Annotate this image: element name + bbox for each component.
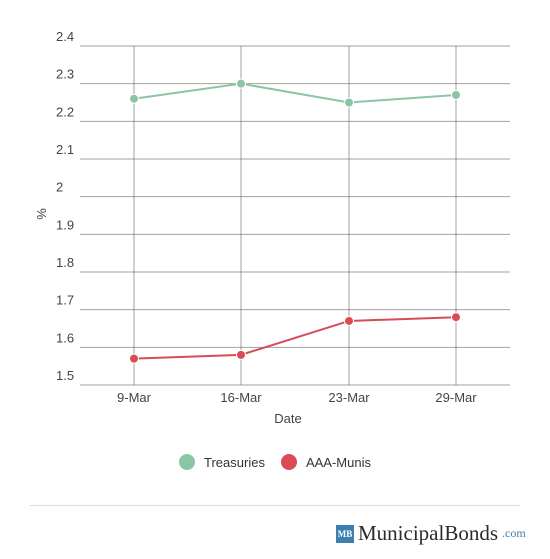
series-line-aaa-munis <box>133 316 457 360</box>
y-tick-label: 2.4 <box>56 29 74 44</box>
y-tick-label: 1.8 <box>56 255 74 270</box>
footer-divider <box>30 505 520 506</box>
x-tick-label: 16-Mar <box>220 390 262 405</box>
data-point-treasuries[interactable] <box>451 89 461 100</box>
data-point-treasuries[interactable] <box>129 93 139 104</box>
legend-swatch-treasuries <box>179 454 196 470</box>
data-point-aaa-munis[interactable] <box>236 349 246 360</box>
legend-item-aaa-munis[interactable]: AAA-Munis <box>280 454 371 470</box>
y-tick-label: 1.6 <box>56 330 74 345</box>
y-tick-label: 1.7 <box>56 293 74 308</box>
brand-mb-icon: MB <box>336 524 354 543</box>
legend-label-aaa-munis: AAA-Munis <box>305 454 371 470</box>
legend-item-treasuries[interactable]: Treasuries <box>179 454 265 470</box>
y-tick-label: 2.2 <box>56 104 74 119</box>
y-tick-label: 1.5 <box>56 368 74 383</box>
y-tick-label: 2 <box>56 180 63 195</box>
data-point-aaa-munis[interactable] <box>451 312 461 323</box>
y-tick-label: 2.3 <box>56 67 74 82</box>
series-layer <box>129 78 461 364</box>
data-point-aaa-munis[interactable] <box>129 353 139 364</box>
y-tick-label: 1.9 <box>56 217 74 232</box>
brand-name: MunicipalBonds <box>358 521 498 545</box>
series-line-treasuries <box>133 82 457 104</box>
x-tick-label: 9-Mar <box>117 390 152 405</box>
x-axis-title: Date <box>274 411 301 426</box>
x-tick-label: 23-Mar <box>328 390 370 405</box>
data-point-treasuries[interactable] <box>236 78 246 89</box>
legend-label-treasuries: Treasuries <box>204 454 265 470</box>
data-point-aaa-munis[interactable] <box>344 315 354 326</box>
legend-swatch-aaa-munis <box>280 454 297 470</box>
brand-tld: .com <box>502 526 526 540</box>
x-tick-label: 29-Mar <box>435 390 477 405</box>
chart-legend: Treasuries AAA-Munis <box>0 454 550 470</box>
brand-logo-link[interactable]: MB MunicipalBonds .com <box>336 521 526 546</box>
line-chart: 1.5 1.6 1.7 1.8 1.9 2 2.1 2.2 2.3 2.4 9-Mar 16-Mar 2… <box>34 29 510 426</box>
tick-labels: 1.5 1.6 1.7 1.8 1.9 2 2.1 2.2 2.3 2.4 9-Mar 16-Mar 2… <box>56 29 477 405</box>
y-tick-label: 2.1 <box>56 142 74 157</box>
data-point-treasuries[interactable] <box>344 97 354 108</box>
y-axis-title: % <box>34 208 49 220</box>
